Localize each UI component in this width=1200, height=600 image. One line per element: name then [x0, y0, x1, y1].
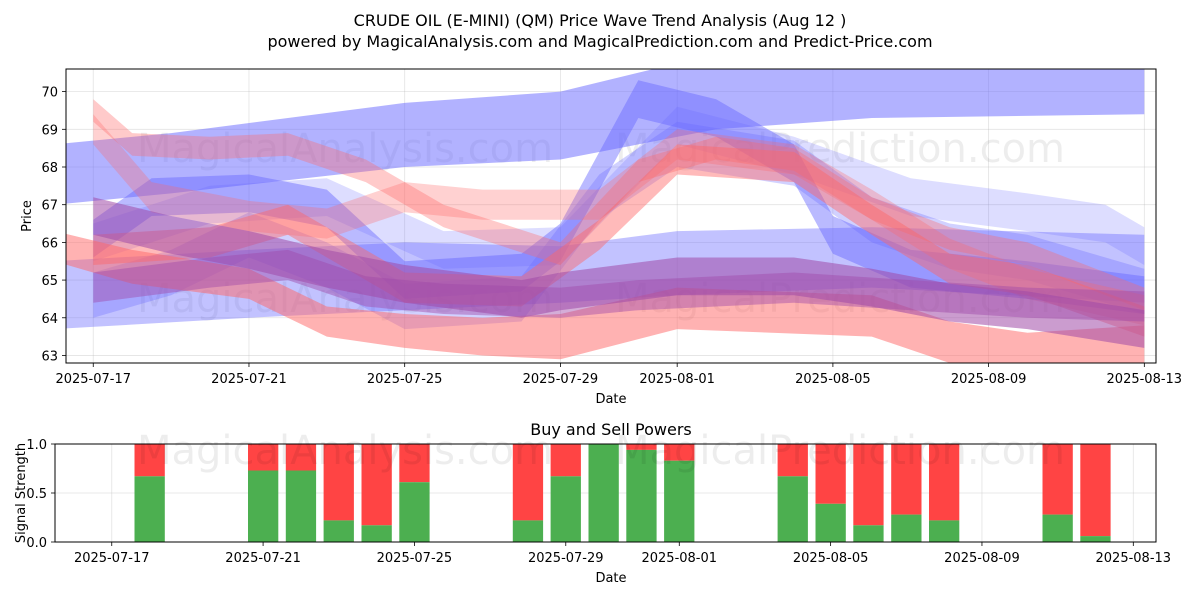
buy-power-bar	[399, 482, 430, 542]
buy-sell-axes: 2025-07-17 2025-07-21 2025-07-25 2025-07-29…	[26, 438, 1171, 566]
signal-x-tick-label: 2025-08-05	[793, 551, 869, 566]
price-x-tick-label: 2025-08-13	[1107, 372, 1183, 387]
buy-power-bar	[664, 460, 695, 542]
price-x-tick-label: 2025-08-09	[951, 372, 1027, 387]
sell-power-bar	[512, 444, 544, 521]
price-y-tick-label: 63	[41, 349, 58, 364]
buy-power-bar	[853, 525, 884, 542]
signal-x-tick-label: 2025-08-13	[1096, 551, 1172, 566]
watermark-right-bottom: MagicalPrediction.com	[615, 428, 1065, 474]
buy-power-bar	[1080, 536, 1111, 542]
buy-power-bar	[323, 520, 354, 542]
sell-power-bar	[891, 444, 922, 515]
sell-power-bar	[853, 444, 884, 526]
price-y-tick-label: 68	[41, 161, 58, 176]
sell-power-bar	[1042, 444, 1073, 515]
signal-y-tick-label: 1.0	[26, 438, 47, 453]
price-bands	[66, 69, 1145, 363]
signal-y-axis-label: Signal Strength	[14, 443, 29, 543]
price-band-red-wave-a	[93, 144, 1145, 337]
price-band-blue-wave-a	[93, 80, 1145, 314]
buy-power-bar	[626, 449, 657, 542]
price-x-tick-label: 2025-07-17	[55, 372, 131, 387]
sell-power-bar	[361, 444, 392, 526]
chart-title-line2: powered by MagicalAnalysis.com and Magic…	[267, 32, 932, 51]
price-y-axis-label: Price	[20, 200, 35, 232]
chart-title-line1: CRUDE OIL (E-MINI) (QM) Price Wave Trend…	[354, 11, 847, 30]
buy-power-bar	[929, 520, 960, 542]
price-plot-frame	[65, 68, 1157, 364]
sell-power-bar	[134, 444, 165, 477]
sell-power-bar	[248, 444, 279, 471]
price-band-purple-lower-wave	[93, 249, 1145, 322]
buy-sell-title: Buy and Sell Powers	[530, 420, 692, 439]
signal-y-tick-label: 0.0	[26, 536, 47, 551]
sell-power-bar	[550, 444, 581, 477]
price-y-tick-label: 65	[41, 274, 58, 289]
price-band-blue-upper-wide	[66, 69, 1145, 204]
price-x-tick-label: 2025-08-01	[639, 372, 715, 387]
buy-power-bar	[1042, 514, 1073, 542]
price-y-tick-label: 67	[41, 199, 58, 214]
price-y-tick-label: 69	[41, 123, 58, 138]
price-x-tick-label: 2025-07-25	[367, 372, 443, 387]
sell-power-bar	[815, 444, 846, 504]
buy-power-bar	[361, 525, 392, 542]
sell-power-bar	[1080, 444, 1111, 537]
buy-power-bar	[588, 444, 619, 542]
buy-power-bar	[891, 514, 922, 542]
sell-power-bar	[285, 444, 317, 471]
signal-x-tick-label: 2025-08-09	[944, 551, 1020, 566]
sell-power-bar	[626, 444, 657, 450]
sell-power-bar	[399, 444, 430, 483]
sell-power-bar	[323, 444, 354, 521]
price-wave-panel: MagicalAnalysis.com MagicalPrediction.co…	[20, 68, 1182, 407]
price-band-red-lower-wide	[66, 233, 1145, 363]
sell-power-bar	[777, 444, 808, 477]
buy-power-bar	[285, 470, 317, 542]
signal-y-tick-label: 0.5	[26, 487, 47, 502]
buy-power-bar	[777, 476, 808, 542]
sell-power-bar	[929, 444, 960, 521]
buy-power-bar	[134, 476, 165, 542]
buy-power-bar	[550, 476, 581, 542]
price-x-tick-label: 2025-07-29	[523, 372, 599, 387]
price-band-purple-upper-wave	[93, 197, 1145, 348]
buy-sell-panel: Buy and Sell Powers MagicalAnalysis.com …	[14, 420, 1171, 586]
signal-x-tick-label: 2025-07-17	[74, 551, 150, 566]
buy-sell-x-axis-label: Date	[595, 571, 626, 586]
price-y-tick-label: 64	[41, 312, 58, 327]
price-axes: 2025-07-17 2025-07-21 2025-07-25 2025-07-29…	[41, 86, 1182, 387]
price-y-tick-label: 66	[41, 236, 58, 251]
price-x-axis-label: Date	[595, 392, 626, 407]
buy-power-bar	[512, 520, 544, 542]
buy-power-bar	[248, 470, 279, 542]
signal-x-tick-label: 2025-07-25	[377, 551, 453, 566]
signal-x-tick-label: 2025-07-21	[225, 551, 301, 566]
sell-power-bar	[664, 444, 695, 461]
price-x-tick-label: 2025-08-05	[795, 372, 871, 387]
signal-x-tick-label: 2025-08-01	[641, 551, 717, 566]
buy-power-bar	[815, 503, 846, 542]
buy-sell-bars	[134, 444, 1111, 542]
price-y-tick-label: 70	[41, 86, 58, 101]
signal-x-tick-label: 2025-07-29	[528, 551, 604, 566]
watermark-left-bottom: MagicalAnalysis.com	[137, 428, 553, 474]
price-band-red-mid-wave	[93, 114, 1145, 326]
price-x-tick-label: 2025-07-21	[211, 372, 287, 387]
price-band-blue-wave-c	[93, 106, 1145, 269]
